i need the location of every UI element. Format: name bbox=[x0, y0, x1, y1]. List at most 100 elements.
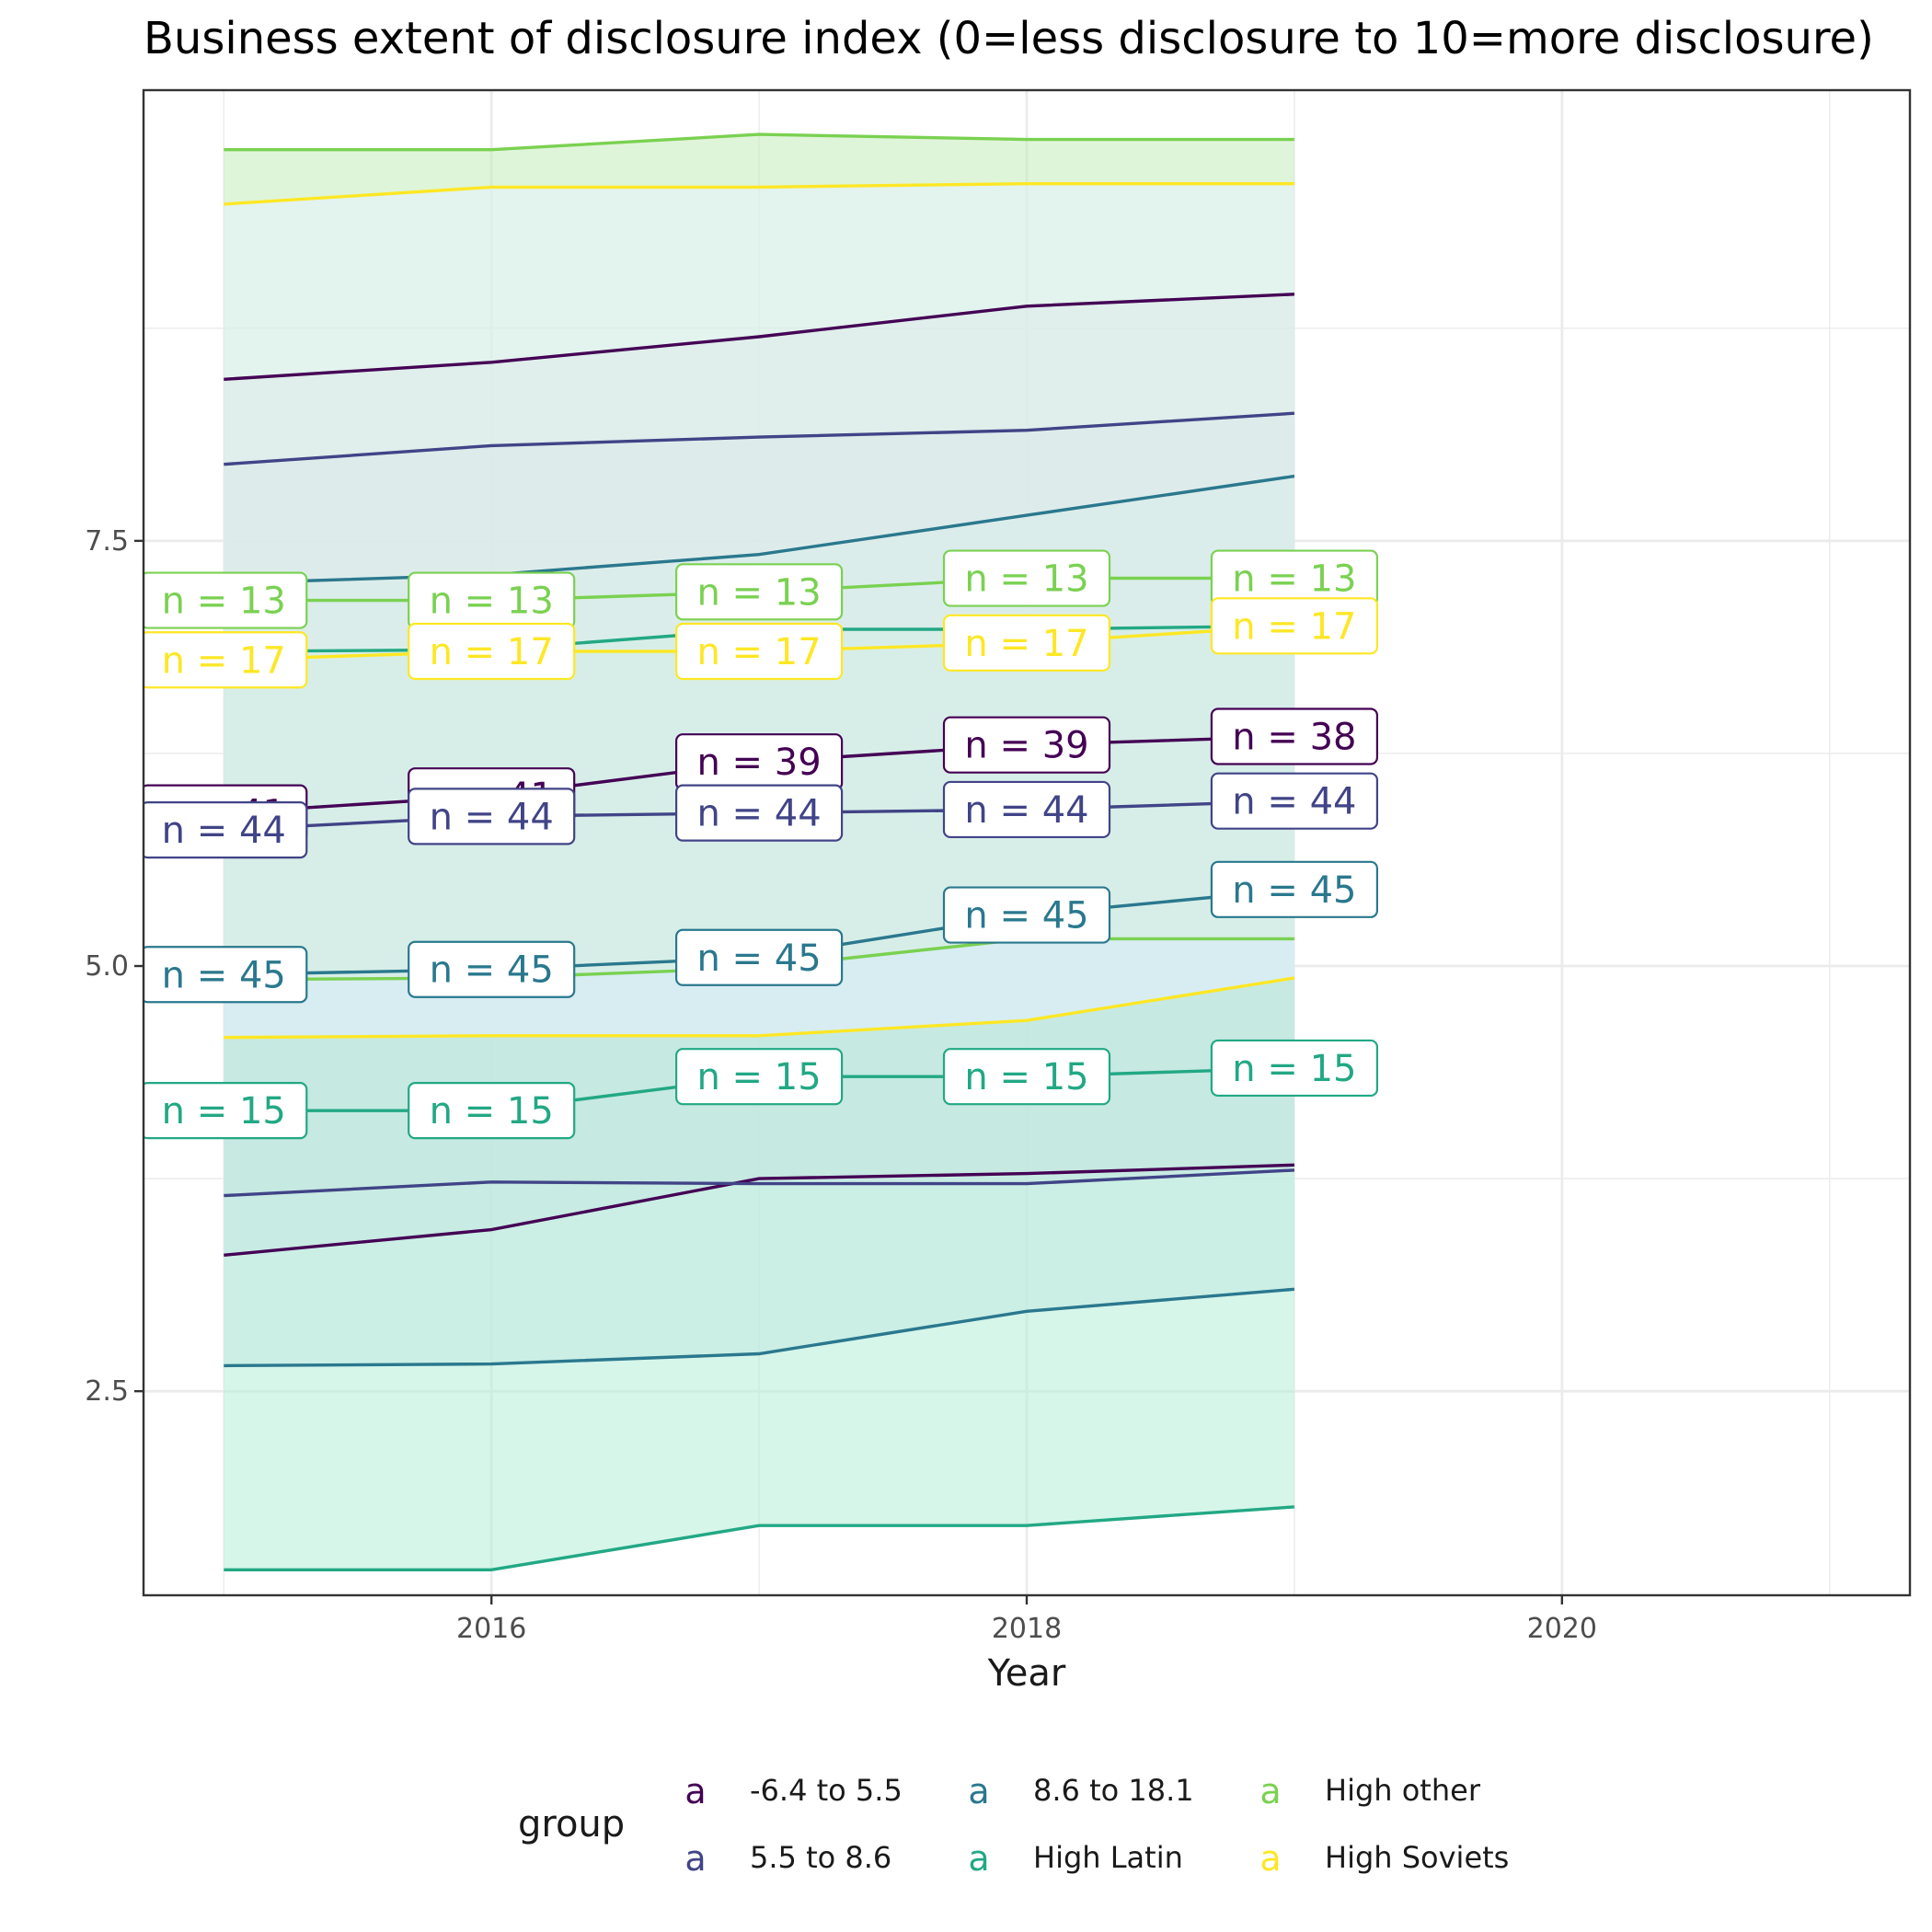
count-label-text: n = 13 bbox=[162, 581, 286, 623]
count-label: n = 39 bbox=[674, 733, 844, 791]
y-tick-label: 5.0 bbox=[85, 950, 129, 983]
upper-line-8.6 to 18.1 bbox=[224, 474, 1295, 585]
count-label-box bbox=[1210, 1039, 1379, 1098]
count-label-text: n = 15 bbox=[162, 1090, 286, 1133]
legend-title: group bbox=[518, 1803, 625, 1846]
count-label: n = 45 bbox=[674, 928, 844, 986]
legend-label: 5.5 to 8.6 bbox=[750, 1840, 891, 1875]
count-label: n = 13 bbox=[408, 571, 576, 629]
count-label-box bbox=[1210, 597, 1379, 655]
count-label: n = 45 bbox=[942, 886, 1111, 944]
count-label: n = 45 bbox=[144, 946, 308, 1004]
count-label: n = 17 bbox=[1210, 597, 1379, 655]
legend-key: a bbox=[968, 1771, 989, 1811]
lower-line-High Soviets bbox=[224, 976, 1295, 1040]
count-label: n = 44 bbox=[1210, 772, 1379, 830]
legend-item: a High Latin bbox=[968, 1838, 1183, 1879]
count-label: n = 38 bbox=[1210, 707, 1379, 765]
lower-line-8.6 to 18.1 bbox=[224, 1287, 1295, 1368]
legend-label: High Soviets bbox=[1325, 1840, 1509, 1875]
lower-line-High Latin bbox=[224, 1505, 1295, 1572]
count-label-text: n = 44 bbox=[1232, 781, 1356, 823]
upper-line-High other bbox=[224, 132, 1294, 152]
count-label-text: n = 13 bbox=[430, 581, 554, 623]
count-label-text: n = 44 bbox=[964, 789, 1088, 832]
count-label-box bbox=[1210, 860, 1379, 918]
count-label: n = 15 bbox=[674, 1048, 844, 1106]
count-label: n = 17 bbox=[674, 622, 844, 681]
count-label-box bbox=[144, 571, 308, 629]
count-label: n = 13 bbox=[942, 549, 1111, 607]
count-label: n = 44 bbox=[144, 801, 308, 859]
lower-line-5.5 to 8.6 bbox=[224, 1168, 1294, 1198]
count-label-box bbox=[1210, 772, 1379, 830]
count-label: n = 17 bbox=[942, 614, 1111, 672]
y-tick-label: 7.5 bbox=[85, 525, 129, 558]
count-label-text: n = 15 bbox=[696, 1056, 821, 1098]
count-label-text: n = 17 bbox=[1232, 605, 1356, 648]
count-label-box bbox=[674, 622, 844, 681]
x-tick-label: 2018 bbox=[992, 1613, 1062, 1645]
count-label: n = 44 bbox=[674, 784, 844, 842]
count-label-box bbox=[144, 1082, 308, 1140]
count-label-box bbox=[942, 614, 1111, 672]
count-label-text: n = 44 bbox=[696, 793, 821, 835]
legend-key: a bbox=[684, 1771, 706, 1811]
count-label: n = 45 bbox=[1210, 860, 1379, 918]
count-label-box bbox=[144, 946, 308, 1004]
count-labels: n = 41n = 41n = 39n = 39n = 38n = 44n = … bbox=[144, 549, 1379, 1140]
count-label-box bbox=[942, 780, 1111, 839]
legend-item: a High Soviets bbox=[1259, 1838, 1509, 1879]
legend-label: 8.6 to 18.1 bbox=[1033, 1773, 1194, 1808]
count-label: n = 15 bbox=[408, 1082, 576, 1140]
chart-title: Business extent of disclosure index (0=l… bbox=[144, 13, 1874, 64]
count-label: n = 39 bbox=[942, 716, 1111, 774]
count-label: n = 13 bbox=[1210, 549, 1379, 607]
count-label-text: n = 17 bbox=[696, 631, 821, 673]
legend-item: a -6.4 to 5.5 bbox=[684, 1771, 902, 1811]
legend-item: a 8.6 to 18.1 bbox=[968, 1771, 1193, 1811]
count-label-box bbox=[408, 940, 576, 998]
axis-ticks: 2.5 5.0 7.5 2016 2018 2020 bbox=[85, 525, 1597, 1645]
count-label-box bbox=[408, 1082, 576, 1140]
count-label-text: n = 45 bbox=[696, 937, 821, 980]
count-label-box bbox=[674, 928, 844, 986]
count-label-text: n = 15 bbox=[430, 1090, 554, 1133]
count-label: n = 44 bbox=[942, 780, 1111, 839]
count-label-box bbox=[674, 784, 844, 842]
count-label-text: n = 39 bbox=[696, 742, 821, 784]
count-label-text: n = 39 bbox=[964, 725, 1088, 767]
count-label-text: n = 17 bbox=[964, 623, 1088, 665]
legend-key: a bbox=[968, 1838, 989, 1879]
count-label-box bbox=[408, 788, 576, 845]
count-label: n = 13 bbox=[674, 563, 844, 621]
count-label: n = 15 bbox=[942, 1048, 1111, 1106]
count-label-text: n = 45 bbox=[964, 895, 1088, 937]
count-label-box bbox=[144, 801, 308, 859]
count-label-text: n = 17 bbox=[430, 631, 554, 673]
count-label-box bbox=[942, 549, 1111, 607]
count-label-text: n = 45 bbox=[162, 954, 286, 996]
count-label-box bbox=[674, 563, 844, 621]
legend-item: a 5.5 to 8.6 bbox=[684, 1838, 891, 1879]
count-label-text: n = 45 bbox=[430, 949, 554, 992]
legend-label: -6.4 to 5.5 bbox=[750, 1773, 903, 1808]
count-label: n = 13 bbox=[144, 571, 308, 629]
count-label: n = 15 bbox=[1210, 1039, 1379, 1098]
count-label-text: n = 13 bbox=[1232, 558, 1356, 601]
count-label-box bbox=[408, 622, 576, 681]
count-label: n = 44 bbox=[408, 788, 576, 845]
count-label-box bbox=[942, 886, 1111, 944]
count-label: n = 17 bbox=[408, 622, 576, 681]
count-label-box bbox=[1210, 707, 1379, 765]
count-label-text: n = 38 bbox=[1232, 716, 1356, 758]
y-tick-label: 2.5 bbox=[85, 1375, 129, 1408]
lower-line--6.4 to 5.5 bbox=[224, 1163, 1294, 1257]
upper-line-5.5 to 8.6 bbox=[224, 411, 1295, 466]
legend-key: a bbox=[1259, 1771, 1281, 1811]
legend-label: High Latin bbox=[1033, 1840, 1183, 1875]
count-label-text: n = 15 bbox=[1232, 1048, 1356, 1090]
count-label: n = 45 bbox=[408, 940, 576, 998]
count-label-text: n = 17 bbox=[162, 639, 286, 682]
